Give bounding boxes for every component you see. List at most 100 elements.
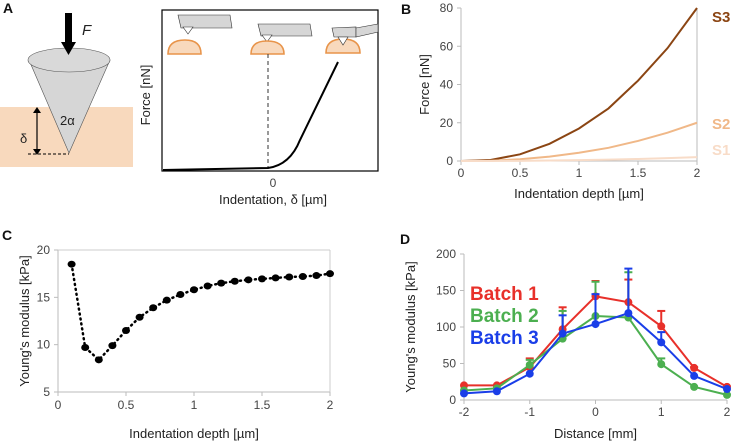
legend-batch-1: Batch 1 — [470, 284, 539, 305]
cantilever-contact — [250, 23, 313, 55]
x-tick-label: 1.5 — [254, 398, 271, 412]
y-tick-label: 100 — [436, 320, 456, 334]
depth-label: δ — [20, 131, 27, 146]
data-point — [285, 273, 294, 281]
data-point — [525, 369, 534, 378]
y-tick-label: 10 — [37, 338, 51, 352]
data-point — [326, 270, 334, 278]
series-label-s3: S3 — [712, 9, 730, 26]
y-axis-label-a: Force [nN] — [138, 65, 153, 126]
x-tick-label: 1 — [576, 166, 583, 180]
data-point — [690, 371, 699, 380]
y-axis-label: Young's modulus [kPa] — [17, 255, 32, 386]
x-tick-label: 0 — [592, 405, 599, 419]
data-point — [312, 272, 321, 280]
y-axis-label: Young's modulus [kPa] — [403, 261, 418, 392]
force-arrow-icon — [61, 42, 76, 55]
x-axis-label: Indentation depth [µm] — [129, 426, 259, 441]
x-tick-label: 2 — [694, 166, 701, 180]
data-point — [122, 326, 130, 334]
y-tick-label: 0 — [449, 393, 456, 407]
x-tick-label: 0 — [55, 398, 62, 412]
data-point — [190, 286, 198, 294]
data-point — [135, 313, 144, 321]
y-tick-label: 50 — [443, 357, 457, 371]
x-axis-label: Indentation depth [µm] — [514, 186, 644, 201]
data-point — [591, 320, 600, 329]
panel-c: C 5 10 15 20 0 0.5 1 1.5 2 Indentation depth [µm] Y… — [2, 227, 334, 441]
panel-d: D 0 50 100 150 200 -2 -1 0 1 2 Distance [mm] Young's… — [400, 231, 731, 441]
data-point — [81, 344, 90, 352]
cantilever-approach — [167, 14, 233, 55]
y-axis-label: Force [nN] — [417, 54, 432, 115]
force-symbol: F — [82, 22, 92, 39]
angle-label: 2α — [60, 113, 75, 128]
data-point — [558, 329, 567, 338]
x-tick-label: 0.5 — [118, 398, 135, 412]
data-point — [176, 290, 185, 298]
data-point — [723, 390, 731, 399]
legend-batch-3: Batch 3 — [470, 328, 539, 349]
y-tick-label: 20 — [37, 243, 51, 257]
series-line-s3 — [460, 7, 698, 162]
y-tick-label: 200 — [436, 247, 456, 261]
x-tick-label: 1 — [658, 405, 665, 419]
data-point — [460, 389, 468, 398]
data-point — [230, 277, 239, 285]
arrow-up-icon — [33, 107, 41, 113]
data-point — [271, 274, 280, 282]
data-point — [690, 363, 699, 372]
x-tick-label: 2 — [327, 398, 334, 412]
data-point — [258, 275, 266, 283]
y-tick-label: 20 — [440, 116, 454, 130]
data-point — [657, 338, 666, 347]
y-tick-label: 80 — [440, 1, 454, 15]
panel-b: B 0 20 40 60 80 0 0.5 1 1.5 2 Indentation depth [µm… — [401, 1, 730, 201]
y-tick-label: 0 — [446, 154, 453, 168]
x-tick-label: -1 — [524, 405, 535, 419]
data-point — [492, 387, 501, 396]
x-tick-label: 2 — [724, 405, 731, 419]
x-tick-label: 1 — [191, 398, 198, 412]
x-tick-zero: 0 — [270, 176, 277, 190]
panel-label-d: D — [400, 231, 410, 247]
series-label-s1: S1 — [712, 142, 730, 159]
force-curve-box — [161, 9, 379, 172]
data-point — [217, 279, 226, 287]
x-tick-label: 0 — [458, 166, 465, 180]
force-curve — [162, 61, 339, 171]
panel-label-b: B — [401, 1, 411, 17]
x-axis-label-a: Indentation, δ [µm] — [219, 192, 327, 207]
data-point — [162, 296, 171, 304]
series-line-s1 — [460, 156, 698, 162]
data-point — [657, 360, 666, 369]
data-point — [723, 385, 731, 394]
x-axis-label: Distance [mm] — [554, 426, 637, 441]
data-point — [298, 273, 307, 281]
panel-a: A F 2α δ Force [nN] — [0, 0, 379, 207]
data-point — [657, 322, 666, 331]
panel-label-c: C — [2, 227, 12, 243]
series-label-s2: S2 — [712, 116, 730, 133]
y-tick-label: 5 — [43, 385, 50, 399]
y-tick-label: 60 — [440, 39, 454, 53]
data-point — [67, 260, 76, 268]
arrow-down-icon — [33, 149, 41, 155]
x-tick-label: 0.5 — [512, 166, 529, 180]
legend-batch-2: Batch 2 — [470, 306, 539, 327]
data-point — [94, 356, 103, 364]
x-tick-label: 1.5 — [630, 166, 647, 180]
data-point — [203, 282, 212, 290]
y-tick-label: 150 — [436, 284, 456, 298]
force-arrow-shaft — [65, 13, 72, 43]
cantilever-indent — [325, 23, 379, 54]
y-tick-label: 15 — [37, 290, 51, 304]
data-point — [690, 382, 699, 391]
x-tick-label: -2 — [459, 405, 470, 419]
data-point — [525, 360, 534, 369]
panel-label-a: A — [3, 0, 13, 16]
data-point — [244, 276, 253, 284]
data-point — [149, 304, 158, 312]
